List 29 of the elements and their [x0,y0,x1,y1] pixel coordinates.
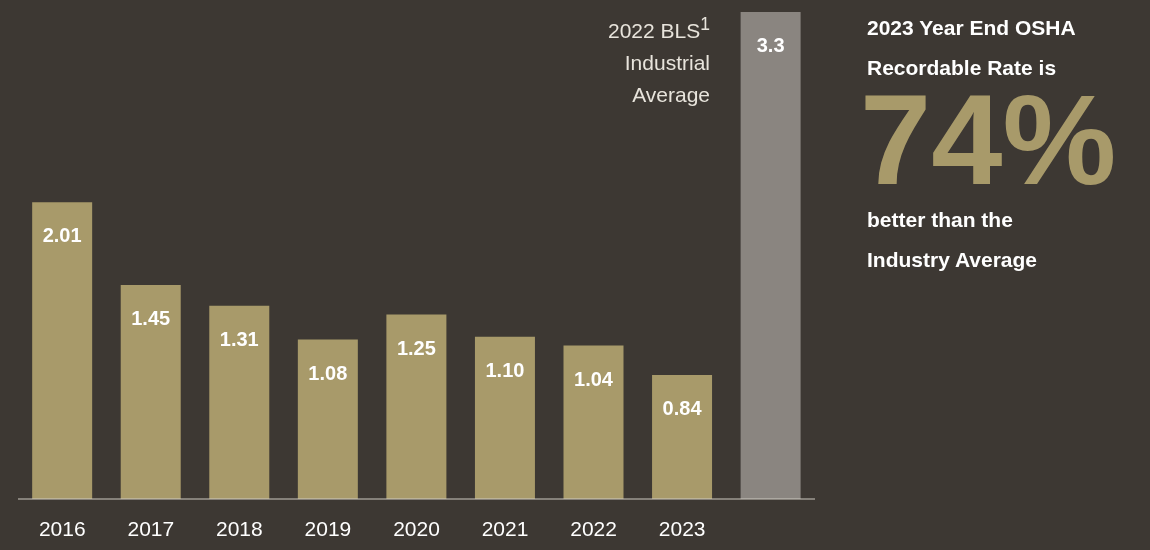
bar [474,336,535,499]
bar [386,314,447,499]
bar [209,305,270,499]
x-tick-label: 2017 [127,516,175,540]
x-tick-label: 2022 [570,516,617,540]
text: better than the Industry Average [867,207,1038,273]
bar [120,285,181,499]
annotation: 2022 BLS$^{1}$ Industrial Average [607,13,710,108]
bar [32,202,93,499]
data-label: 1.25 [396,336,436,359]
x-tick-label: 2023 [658,516,706,540]
data-label: 0.84 [662,397,703,420]
data-label: 1.45 [131,307,171,330]
bar [740,12,801,499]
x-tick-label: 2019 [304,516,352,540]
data-label: 1.10 [485,358,525,381]
data-label: 1.04 [574,367,614,390]
bar [297,339,358,499]
bar [563,345,624,499]
x-tick-label: 2018 [216,516,263,540]
data-label: 3.3 [756,34,785,56]
x-tick-label: 2016 [38,516,86,540]
x-tick-label: 2021 [481,516,529,540]
x-tick-label: 2020 [393,516,440,540]
data-label: 1.08 [308,361,348,384]
data-label: 1.31 [219,327,259,350]
data-label: 2.01 [42,224,82,247]
bar [652,375,713,499]
text: 2023 Year End OSHA Recordable Rate is [867,15,1076,81]
